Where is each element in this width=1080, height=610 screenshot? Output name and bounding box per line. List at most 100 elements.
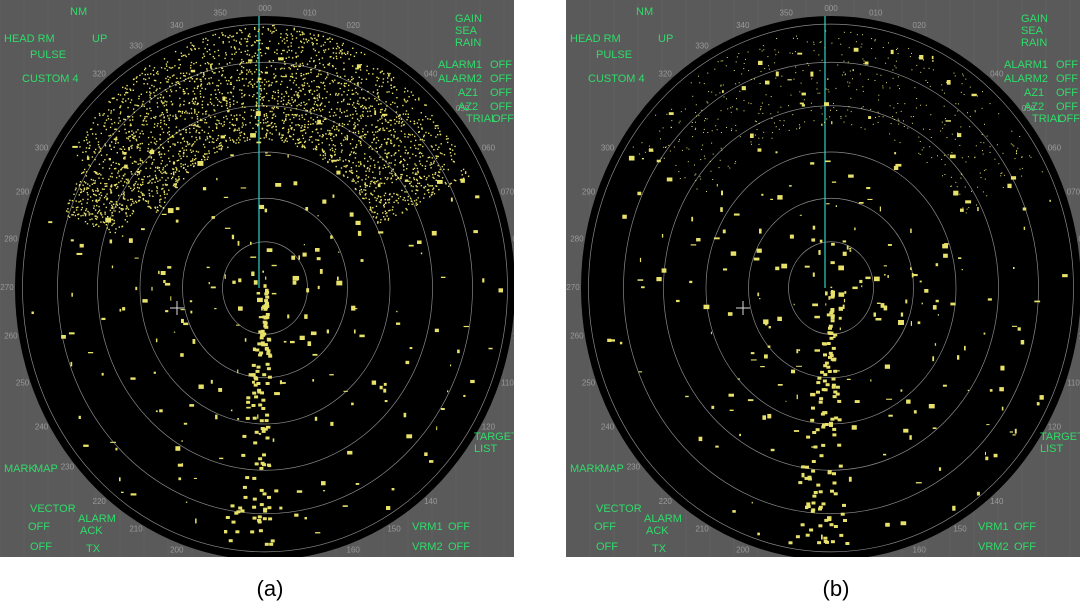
echo [407, 164, 408, 165]
echo [286, 58, 287, 59]
echo [462, 178, 463, 179]
echo [349, 121, 350, 122]
echo [149, 65, 150, 66]
echo [385, 153, 386, 154]
echo [211, 380, 213, 384]
echo [393, 129, 394, 130]
echo [694, 175, 695, 176]
echo [359, 97, 360, 98]
echo [304, 108, 305, 109]
echo [799, 124, 800, 125]
ui-label: ALARM [644, 513, 682, 525]
echo [333, 125, 334, 126]
echo [93, 122, 94, 123]
echo [245, 28, 246, 29]
echo [183, 164, 184, 165]
echo [162, 188, 163, 189]
echo [769, 69, 770, 70]
echo [129, 120, 130, 121]
echo [891, 123, 892, 124]
echo [214, 308, 216, 309]
echo [341, 133, 342, 134]
echo [164, 192, 165, 193]
echo [250, 84, 251, 85]
echo [393, 135, 394, 136]
echo [361, 82, 362, 83]
echo [894, 65, 895, 66]
echo [428, 133, 429, 134]
echo [994, 454, 998, 458]
echo [144, 69, 145, 70]
echo [814, 44, 815, 45]
echo [1015, 158, 1016, 159]
echo [151, 163, 152, 164]
echo [222, 34, 223, 35]
echo [88, 148, 89, 149]
echo [217, 105, 218, 106]
echo [314, 104, 315, 105]
echo [1024, 227, 1025, 230]
echo [342, 45, 343, 46]
echo [830, 418, 834, 421]
echo [800, 103, 804, 105]
echo [196, 130, 197, 131]
echo [408, 204, 409, 205]
echo [168, 190, 169, 191]
echo [251, 45, 252, 46]
echo [810, 393, 815, 396]
echo [388, 219, 389, 220]
echo [183, 167, 184, 168]
echo [1000, 175, 1001, 176]
echo [98, 141, 99, 142]
echo [195, 162, 196, 163]
echo [225, 274, 226, 279]
ui-label: ALARM2 [438, 73, 482, 85]
echo [163, 117, 164, 118]
echo [320, 154, 321, 155]
echo [170, 146, 171, 147]
echo [356, 165, 357, 166]
echo [339, 52, 340, 53]
echo [87, 134, 88, 135]
echo [124, 94, 125, 95]
echo [389, 199, 390, 200]
echo [403, 164, 404, 165]
echo [378, 184, 381, 188]
echo [215, 94, 216, 95]
echo [967, 112, 968, 113]
echo [257, 342, 261, 345]
echo [162, 160, 163, 161]
echo [831, 243, 835, 246]
echo [374, 98, 375, 99]
echo [320, 110, 321, 111]
echo [219, 37, 220, 38]
echo [202, 104, 203, 105]
echo [920, 105, 921, 106]
echo [97, 188, 98, 189]
echo [195, 131, 196, 132]
echo [911, 321, 912, 326]
echo [390, 140, 391, 141]
echo [178, 477, 181, 480]
echo [274, 107, 275, 108]
echo [118, 195, 119, 196]
echo [830, 287, 832, 288]
echo [88, 352, 93, 353]
echo [182, 138, 183, 139]
echo [432, 177, 433, 178]
echo [293, 281, 297, 285]
echo [444, 164, 445, 165]
echo [120, 208, 121, 209]
echo [333, 144, 334, 145]
echo [151, 85, 152, 86]
echo [131, 173, 132, 174]
echo [850, 32, 851, 33]
echo [184, 112, 185, 113]
echo [259, 70, 260, 71]
echo [276, 107, 277, 108]
echo [847, 110, 848, 111]
echo [163, 132, 164, 133]
echo [99, 152, 100, 153]
echo [124, 194, 125, 195]
echo [304, 314, 307, 319]
